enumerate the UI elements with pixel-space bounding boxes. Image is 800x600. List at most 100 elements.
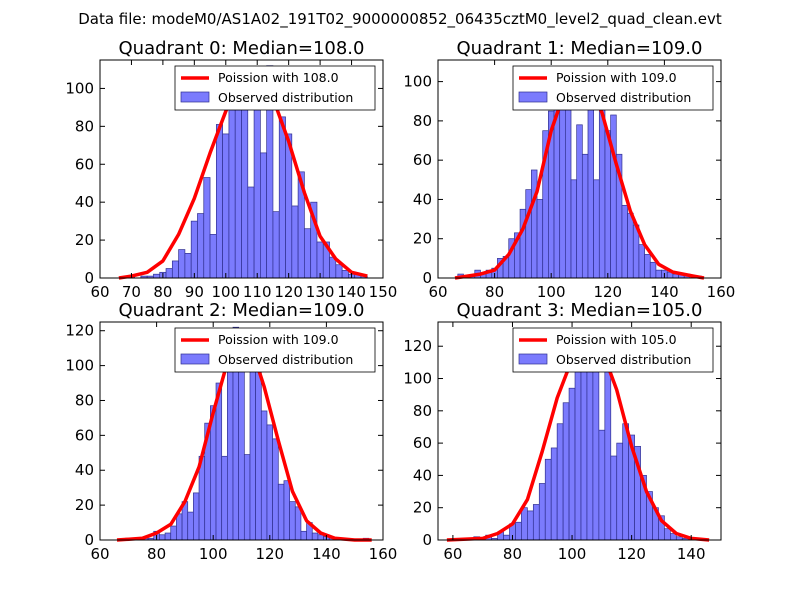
histogram-bar — [525, 189, 532, 279]
y-tick-label: 60 — [75, 426, 94, 444]
histogram-bar — [544, 458, 552, 541]
y-tick-label: 120 — [403, 337, 432, 355]
x-tick-label: 90 — [185, 283, 204, 301]
histogram-bar — [556, 423, 564, 541]
histogram-bar — [266, 424, 273, 541]
legend: Poission with 109.0 Observed distribution — [174, 327, 376, 373]
x-tick-label: 80 — [485, 283, 504, 301]
y-tick-label: 80 — [75, 391, 94, 409]
subplot-title: Quadrant 1: Median=109.0 — [457, 38, 703, 59]
histogram-bar — [598, 429, 606, 541]
x-tick-label: 160 — [369, 545, 398, 563]
axes-frame — [437, 321, 722, 541]
y-tick-label: 20 — [413, 230, 432, 248]
legend-box — [174, 327, 376, 373]
y-tick-label: 40 — [75, 461, 94, 479]
subplot-title: Quadrant 0: Median=108.0 — [119, 38, 365, 59]
y-tick-label: 60 — [75, 155, 94, 173]
histogram-bar — [190, 220, 198, 279]
histogram-bar — [171, 260, 179, 279]
x-tick-label: 120 — [617, 545, 646, 563]
legend-line-label: Poission with 105.0 — [556, 332, 677, 347]
x-tick-label: 140 — [677, 545, 706, 563]
histogram-bar — [165, 268, 173, 279]
legend-bar-swatch — [180, 353, 210, 365]
x-tick-label: 150 — [369, 283, 398, 301]
histogram-bar — [197, 213, 205, 279]
histogram-bar — [241, 99, 249, 279]
y-tick-label: 120 — [65, 322, 94, 340]
histogram-bar — [193, 492, 200, 541]
histogram-bar — [285, 133, 293, 279]
histogram-bar — [638, 244, 645, 279]
histogram-bar — [289, 501, 296, 541]
subplot-title: Quadrant 2: Median=109.0 — [119, 300, 365, 321]
histogram-bar — [153, 273, 161, 279]
x-tick-label: 130 — [306, 283, 335, 301]
y-tick-label: 0 — [422, 531, 432, 549]
histogram-bar — [291, 205, 299, 279]
legend-box — [512, 65, 714, 111]
histogram-bar — [341, 270, 349, 279]
legend: Poission with 108.0 Observed distribution — [174, 65, 376, 111]
histogram-bar — [574, 345, 582, 541]
histogram-bar — [335, 264, 343, 279]
y-tick-label: 0 — [84, 531, 94, 549]
histogram-bar — [604, 362, 612, 541]
histogram-bar — [170, 525, 177, 541]
histogram-bar — [616, 442, 624, 541]
histogram-bar — [178, 249, 186, 279]
x-tick-label: 120 — [255, 545, 284, 563]
histogram-bar — [203, 177, 211, 279]
legend: Poission with 109.0 Observed distribution — [512, 65, 714, 111]
histogram-bar — [576, 124, 583, 279]
legend-line-label: Poission with 109.0 — [556, 70, 677, 85]
histogram-bar — [536, 199, 544, 279]
y-tick-label: 0 — [84, 269, 94, 287]
histogram-bar — [627, 212, 634, 279]
histogram-bar — [176, 513, 183, 541]
histogram-bar — [515, 521, 522, 541]
histogram-bar — [521, 507, 528, 541]
subplot-grid: 60 70 80 90 100 110 120 130 140 150020406080100Qu… — [65, 38, 735, 563]
subplot-0: 60 70 80 90 100 110 120 130 140 150020406080100Qu… — [65, 38, 397, 301]
histogram-bar — [272, 211, 280, 279]
histogram-bar — [164, 532, 172, 541]
subplot-2: 60 80 100 120 140 160 0 20 40 60 80 100 120 Quadrant … — [65, 300, 397, 563]
x-tick-label: 60 — [443, 545, 462, 563]
histogram-bar — [215, 382, 223, 541]
y-tick-label: 100 — [403, 73, 432, 91]
y-tick-label: 60 — [413, 151, 432, 169]
histogram-bar — [294, 506, 302, 541]
histogram-bar — [311, 532, 319, 541]
histogram-bar — [621, 204, 628, 279]
legend-box — [512, 327, 714, 373]
histogram-bar — [580, 362, 588, 541]
y-tick-label: 80 — [413, 402, 432, 420]
histogram-bar — [278, 116, 286, 279]
x-tick-label: 120 — [593, 283, 622, 301]
histogram-bar — [247, 186, 255, 279]
y-tick-label: 20 — [75, 231, 94, 249]
axes-frame — [99, 59, 384, 279]
y-tick-label: 60 — [413, 434, 432, 452]
x-tick-label: 100 — [199, 545, 228, 563]
y-tick-label: 80 — [413, 112, 432, 130]
subplot-1: 60 80 100 120 140 160 0 20 40 60 80 100 Quadrant 1: … — [403, 38, 735, 301]
legend-line-label: Poission with 109.0 — [218, 332, 339, 347]
subplot-3: 60 80 100 120 140 0 20 40 60 80 100 120 Quadrant 3: … — [403, 300, 722, 563]
histogram-bar — [283, 480, 290, 541]
legend-bar-swatch — [518, 353, 548, 365]
legend: Poission with 105.0 Observed distribution — [512, 327, 714, 373]
histogram-bar — [581, 153, 589, 279]
x-tick-label: 120 — [274, 283, 303, 301]
y-tick-label: 80 — [75, 117, 94, 135]
x-tick-label: 100 — [211, 283, 240, 301]
histogram-bar — [593, 179, 600, 279]
histogram-bar — [559, 85, 566, 279]
histogram-bar — [243, 454, 251, 541]
x-tick-label: 80 — [147, 545, 166, 563]
histogram-bar — [622, 423, 630, 541]
y-tick-label: 0 — [422, 269, 432, 287]
histogram-bar — [215, 124, 223, 279]
